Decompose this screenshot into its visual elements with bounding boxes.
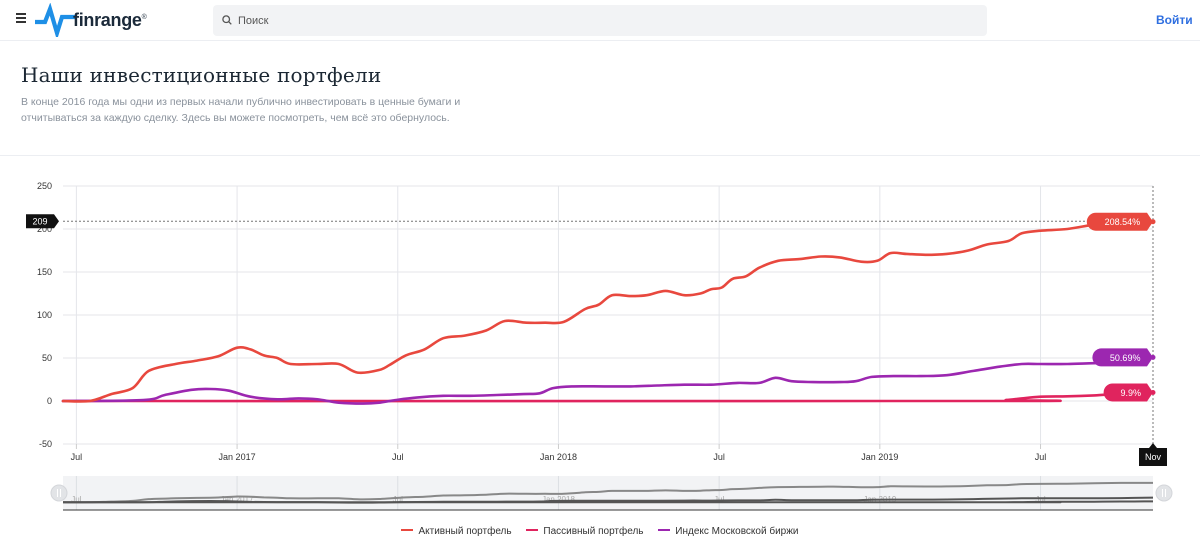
legend-item-active[interactable]: Активный портфель — [401, 526, 512, 537]
page-description: В конце 2016 года мы одни из первых нача… — [21, 96, 461, 124]
navigator-line-passive — [63, 500, 1154, 504]
portfolio-chart[interactable]: -50 0 50 100 150 200 250 Jul Jan 2017 Jul Jan 2018… — [0, 160, 1200, 520]
y-tick-label: 150 — [37, 267, 52, 277]
end-label-index: 50.69% — [1110, 353, 1141, 363]
divider — [0, 155, 1200, 156]
navigator-left-handle[interactable] — [50, 484, 68, 502]
y-tick-label: 50 — [42, 353, 52, 363]
legend-item-passive[interactable]: Пассивный портфель — [526, 526, 644, 537]
x-tick-label: Jul — [1035, 452, 1047, 462]
chart-legend: Активный портфель Пассивный портфель Инд… — [0, 526, 1200, 537]
x-tick-label: Jul — [392, 452, 404, 462]
legend-swatch-active — [401, 529, 414, 532]
navigator-tick-label: Jul — [1035, 495, 1045, 504]
x-tick-label: Jan 2019 — [861, 452, 898, 462]
end-point-passive — [1150, 389, 1156, 395]
y-tick-label: 0 — [47, 396, 52, 406]
x-tick-label: Jan 2018 — [540, 452, 577, 462]
x-tick-label: Jul — [713, 452, 725, 462]
page-title: Наши инвестиционные портфели — [21, 63, 382, 87]
end-point-active — [1150, 219, 1156, 225]
end-label-badge-active — [1086, 212, 1153, 231]
end-label-badge-passive — [1103, 383, 1153, 402]
series-line-index[interactable] — [61, 356, 1155, 405]
series-line-active[interactable] — [61, 220, 1155, 403]
y-tick-label: 250 — [37, 181, 52, 191]
crosshair-y-label: 209 — [32, 216, 47, 226]
crosshair-y-badge — [26, 214, 59, 229]
search-input[interactable] — [238, 5, 978, 36]
navigator-track[interactable] — [63, 476, 1153, 510]
brand-name: finrange® — [73, 10, 147, 30]
navigator-tick-label: Jul — [71, 495, 81, 504]
search-box[interactable] — [213, 5, 987, 36]
finrange-logo[interactable]: finrange® — [34, 2, 147, 41]
end-point-index — [1150, 354, 1156, 360]
hamburger-menu-icon[interactable] — [16, 13, 26, 25]
navigator-tick-label: Jan 2018 — [542, 495, 575, 504]
navigator-line-active — [62, 481, 1153, 504]
search-icon — [222, 15, 232, 25]
y-tick-label: 200 — [37, 224, 52, 234]
x-tick-label: Jan 2017 — [219, 452, 256, 462]
navigator-right-handle[interactable] — [1155, 484, 1173, 502]
legend-item-index[interactable]: Индекс Московской биржи — [658, 526, 799, 537]
finrange-logo-mark-icon — [34, 2, 76, 41]
crosshair-x-label: Nov — [1145, 452, 1162, 462]
end-label-active: 208.54% — [1105, 217, 1141, 227]
crosshair-x-badge — [1139, 443, 1167, 466]
x-tick-label: Jul — [71, 452, 83, 462]
navigator-tick-label: Jul — [393, 495, 403, 504]
top-bar: finrange® Войти — [0, 0, 1200, 41]
end-label-passive: 9.9% — [1121, 388, 1142, 398]
login-link[interactable]: Войти — [1156, 13, 1193, 27]
navigator-tick-label: Jul — [714, 495, 724, 504]
series-line-passive[interactable] — [61, 391, 1155, 403]
legend-swatch-index — [658, 529, 671, 532]
legend-swatch-passive — [526, 529, 539, 532]
y-tick-label: -50 — [39, 439, 52, 449]
navigator-tick-label: Jan 2017 — [221, 495, 254, 504]
y-tick-label: 100 — [37, 310, 52, 320]
end-label-badge-index — [1092, 348, 1153, 367]
